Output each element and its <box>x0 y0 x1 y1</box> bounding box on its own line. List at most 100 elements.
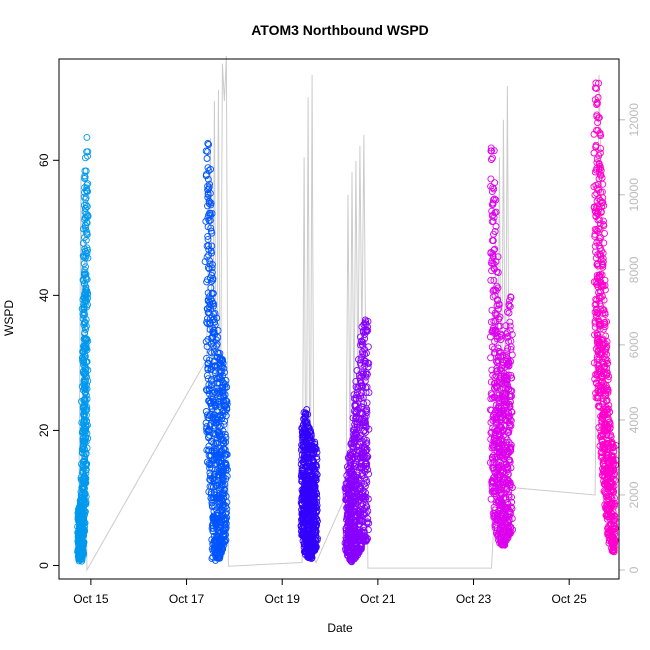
data-point <box>595 321 603 328</box>
data-point <box>221 521 229 529</box>
data-point <box>488 207 496 215</box>
data-point <box>505 487 513 495</box>
data-point <box>594 127 602 134</box>
data-point <box>210 329 218 337</box>
data-point <box>609 457 617 465</box>
data-point <box>209 390 217 398</box>
data-point <box>606 500 614 508</box>
data-point <box>344 537 352 545</box>
data-point <box>306 437 314 445</box>
data-point <box>211 400 219 408</box>
data-point <box>79 438 87 446</box>
data-point <box>503 347 511 355</box>
data-point <box>359 422 367 429</box>
data-point <box>220 533 228 541</box>
data-point <box>207 314 215 322</box>
data-point <box>203 354 211 362</box>
data-point <box>599 336 607 344</box>
data-point <box>595 338 603 346</box>
data-point <box>78 419 86 427</box>
data-point <box>606 470 613 478</box>
data-point <box>305 537 313 545</box>
y-tick-label: 40 <box>37 288 51 302</box>
data-point <box>355 508 363 516</box>
data-point <box>353 446 361 454</box>
data-point <box>505 338 513 345</box>
data-point <box>207 365 215 373</box>
data-point <box>592 295 600 303</box>
data-point <box>599 460 607 468</box>
data-point <box>348 501 356 509</box>
data-point <box>605 432 613 440</box>
data-point <box>78 305 86 313</box>
data-point <box>207 489 215 496</box>
data-point <box>595 225 603 233</box>
data-point <box>204 175 212 183</box>
scatter-segment <box>341 316 373 566</box>
data-point <box>501 363 509 371</box>
data-point <box>206 411 214 418</box>
data-point <box>605 462 612 470</box>
x-tick-label: Oct 21 <box>360 592 396 606</box>
data-point <box>597 188 605 196</box>
data-point <box>204 264 212 272</box>
data-point <box>81 403 89 410</box>
data-point <box>508 408 516 416</box>
data-point <box>489 237 497 245</box>
data-point <box>213 525 221 533</box>
data-point <box>507 293 515 301</box>
data-point <box>506 303 514 310</box>
data-point <box>607 504 615 512</box>
data-point <box>358 518 366 525</box>
data-point <box>599 378 606 385</box>
data-point <box>204 202 211 210</box>
data-point <box>596 368 604 376</box>
data-point <box>600 296 608 304</box>
data-point <box>81 385 89 393</box>
data-point <box>203 278 211 286</box>
data-point <box>602 391 609 399</box>
data-point <box>504 499 511 507</box>
data-point <box>596 320 604 328</box>
data-point <box>203 242 211 250</box>
data-point <box>211 454 219 462</box>
data-point <box>207 284 215 292</box>
data-point <box>301 486 309 494</box>
data-point <box>496 313 504 321</box>
data-point <box>350 523 358 530</box>
data-point <box>218 356 225 364</box>
data-point <box>356 483 364 491</box>
data-point <box>347 463 355 471</box>
data-point <box>598 382 606 389</box>
data-point <box>591 230 599 238</box>
data-point <box>222 502 230 510</box>
data-point <box>609 540 617 548</box>
data-point <box>497 364 505 372</box>
data-point <box>213 493 221 501</box>
data-point <box>83 460 91 468</box>
data-point <box>355 517 363 525</box>
data-point <box>595 341 603 349</box>
data-point <box>214 543 222 551</box>
data-point <box>599 263 607 271</box>
data-point <box>597 171 605 179</box>
data-point <box>208 210 216 217</box>
data-point <box>203 458 211 466</box>
data-point <box>305 487 313 495</box>
data-point <box>606 423 614 431</box>
data-point <box>205 412 213 420</box>
data-point <box>348 510 356 518</box>
data-point <box>599 397 607 405</box>
data-point <box>203 155 211 162</box>
data-point <box>209 513 217 521</box>
data-point <box>503 352 510 360</box>
data-point <box>500 539 508 547</box>
x-tick-label: Oct 17 <box>169 592 205 606</box>
data-point <box>81 352 89 360</box>
data-point <box>607 530 615 538</box>
y-tick-label: 0 <box>37 562 51 569</box>
data-point <box>353 431 361 438</box>
axes: 0 20 40 60 0 2000 4000 6000 8000 10000 12000 Oct 15… <box>37 103 641 606</box>
data-point <box>216 494 224 502</box>
data-point <box>215 547 223 555</box>
